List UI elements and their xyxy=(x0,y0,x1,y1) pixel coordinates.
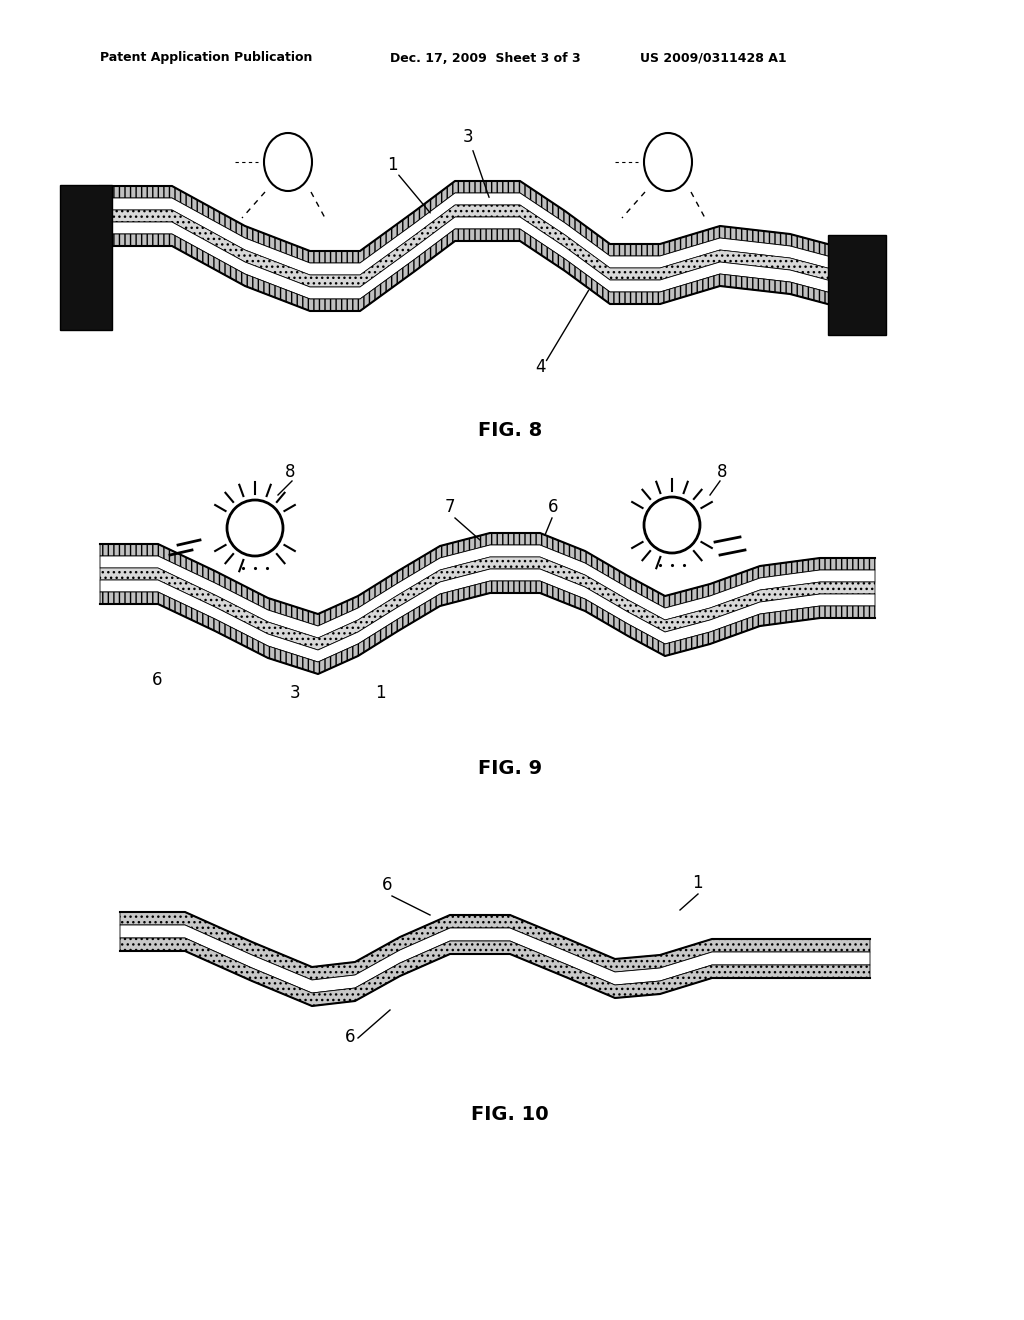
Text: 1: 1 xyxy=(387,156,397,174)
Text: Patent Application Publication: Patent Application Publication xyxy=(100,51,312,65)
Text: 7: 7 xyxy=(445,498,456,516)
Polygon shape xyxy=(100,228,865,314)
Text: 3: 3 xyxy=(463,128,473,147)
Text: 1: 1 xyxy=(692,874,702,892)
Text: 6: 6 xyxy=(382,876,392,894)
Polygon shape xyxy=(120,939,870,1006)
Bar xyxy=(60,185,112,330)
Polygon shape xyxy=(100,205,865,290)
Polygon shape xyxy=(120,912,870,979)
Polygon shape xyxy=(100,557,874,649)
Polygon shape xyxy=(100,216,865,302)
Polygon shape xyxy=(100,581,874,675)
Text: 6: 6 xyxy=(548,498,558,516)
Polygon shape xyxy=(100,533,874,626)
Text: 8: 8 xyxy=(717,463,727,480)
Text: 1: 1 xyxy=(375,684,386,702)
Text: FIG. 8: FIG. 8 xyxy=(478,421,542,440)
Text: FIG. 9: FIG. 9 xyxy=(478,759,542,777)
Text: 4: 4 xyxy=(535,358,545,376)
Polygon shape xyxy=(120,925,870,993)
Text: Dec. 17, 2009  Sheet 3 of 3: Dec. 17, 2009 Sheet 3 of 3 xyxy=(390,51,581,65)
Polygon shape xyxy=(100,181,865,267)
Polygon shape xyxy=(100,569,874,663)
Bar xyxy=(828,235,886,335)
Text: US 2009/0311428 A1: US 2009/0311428 A1 xyxy=(640,51,786,65)
Text: FIG. 10: FIG. 10 xyxy=(471,1106,549,1125)
Polygon shape xyxy=(100,545,874,638)
Polygon shape xyxy=(100,193,865,279)
Text: 6: 6 xyxy=(345,1028,355,1045)
Text: 3: 3 xyxy=(290,684,301,702)
Text: 8: 8 xyxy=(285,463,296,480)
Text: 6: 6 xyxy=(152,671,163,689)
